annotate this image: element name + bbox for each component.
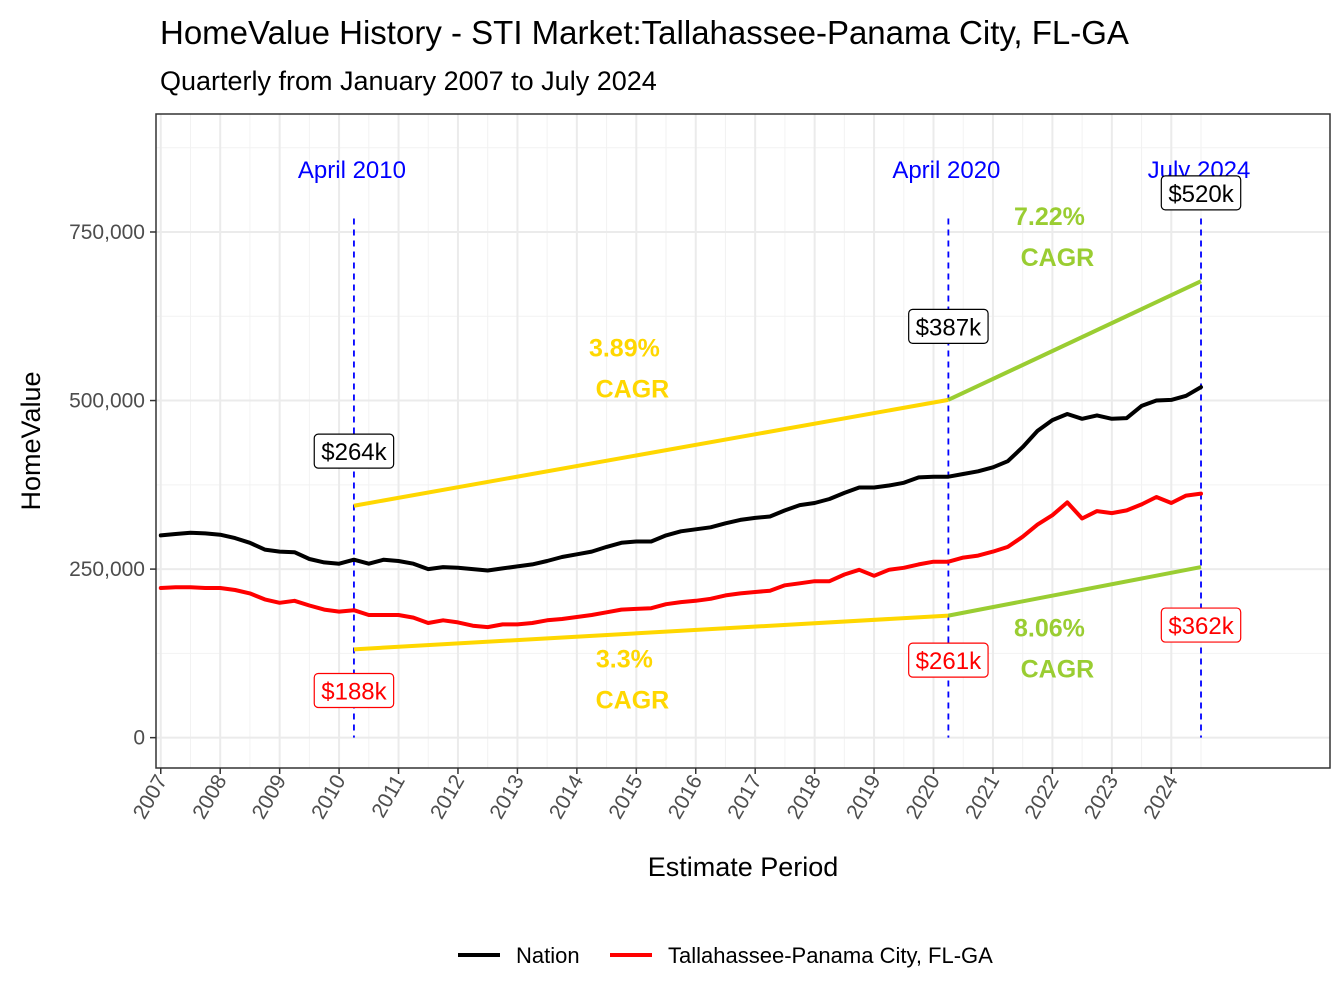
cagr-trend-line <box>947 565 1202 618</box>
cagr-label: 8.06% CAGR <box>1014 615 1094 684</box>
series-line-0 <box>158 385 1203 573</box>
cagr-label-line: 3.3% <box>596 646 653 674</box>
value-label-box <box>908 642 989 678</box>
x-tick-label: 2009 <box>248 771 291 823</box>
y-tick-label: 750,000 <box>69 221 145 244</box>
series-line-1 <box>158 491 1203 630</box>
cagr-label: 3.89% CAGR <box>589 335 669 404</box>
cagr-label-line: 8.06% <box>1014 615 1085 643</box>
x-tick-label: 2007 <box>129 771 172 823</box>
value-label: $261k <box>908 642 989 678</box>
legend-label-0: Nation <box>516 943 580 968</box>
y-tick-label: 500,000 <box>69 390 145 413</box>
cagr-label: 3.3% CAGR <box>596 646 670 715</box>
plot-border <box>155 113 1331 769</box>
x-tick-label: 2021 <box>961 771 1004 823</box>
chart-subtitle: Quarterly from January 2007 to July 2024 <box>160 66 657 96</box>
x-tick-label: 2008 <box>188 771 231 823</box>
cagr-label-line: CAGR <box>1021 244 1095 272</box>
cagr-trend-line <box>947 279 1202 402</box>
x-tick-label: 2013 <box>485 771 528 823</box>
x-tick-label: 2020 <box>902 771 945 823</box>
value-label: $188k <box>313 672 395 709</box>
x-tick-label: 2016 <box>664 771 707 823</box>
cagr-label-line: 7.22% <box>1014 203 1085 231</box>
value-label: $520k <box>1160 175 1242 211</box>
x-tick-label: 2017 <box>723 771 766 823</box>
cagr-trend-line <box>353 613 949 652</box>
value-label: $387k <box>908 308 989 344</box>
x-tick-label: 2012 <box>426 771 469 823</box>
value-label: $362k <box>1160 607 1242 643</box>
value-label-text: $387k <box>916 314 982 341</box>
cagr-label-line: CAGR <box>596 376 670 404</box>
x-tick-label: 2015 <box>604 771 647 823</box>
x-tick-label: 2022 <box>1020 771 1063 823</box>
y-tick-label: 250,000 <box>69 558 145 581</box>
cagr-label-line: CAGR <box>596 687 670 715</box>
cagr-trend-line <box>353 397 949 508</box>
value-label-box <box>313 433 395 469</box>
legend: Nation Tallahassee-Panama City, FL-GA <box>458 943 993 968</box>
value-label-text: $264k <box>321 439 387 466</box>
value-label-text: $520k <box>1168 181 1234 208</box>
value-label: $264k <box>313 433 395 469</box>
x-tick-label: 2010 <box>307 771 350 823</box>
x-axis-title: Estimate Period <box>648 852 839 882</box>
value-label-box <box>908 308 989 344</box>
reference-line-label: April 2020 <box>892 157 1000 184</box>
x-tick-label: 2018 <box>783 771 826 823</box>
value-label-box <box>1160 607 1242 643</box>
x-tick-label: 2024 <box>1139 771 1182 823</box>
y-axis-title: HomeValue <box>16 371 46 510</box>
value-label-text: $261k <box>916 648 982 675</box>
x-tick-label: 2014 <box>545 771 588 823</box>
cagr-label-line: CAGR <box>1021 656 1095 684</box>
legend-label-1: Tallahassee-Panama City, FL-GA <box>668 943 993 968</box>
value-label-box <box>313 672 395 709</box>
value-label-text: $362k <box>1168 613 1234 640</box>
reference-line-label: April 2010 <box>298 157 406 184</box>
x-tick-label: 2011 <box>367 771 410 822</box>
x-tick-label: 2023 <box>1080 771 1123 823</box>
y-tick-label: 0 <box>133 727 145 750</box>
cagr-label: 7.22% CAGR <box>1014 203 1094 272</box>
chart-title: HomeValue History - STI Market:Tallahass… <box>160 14 1129 51</box>
x-tick-label: 2019 <box>842 771 885 823</box>
cagr-label-line: 3.89% <box>589 335 660 363</box>
value-label-text: $188k <box>321 678 387 705</box>
value-label-box <box>1160 175 1242 211</box>
